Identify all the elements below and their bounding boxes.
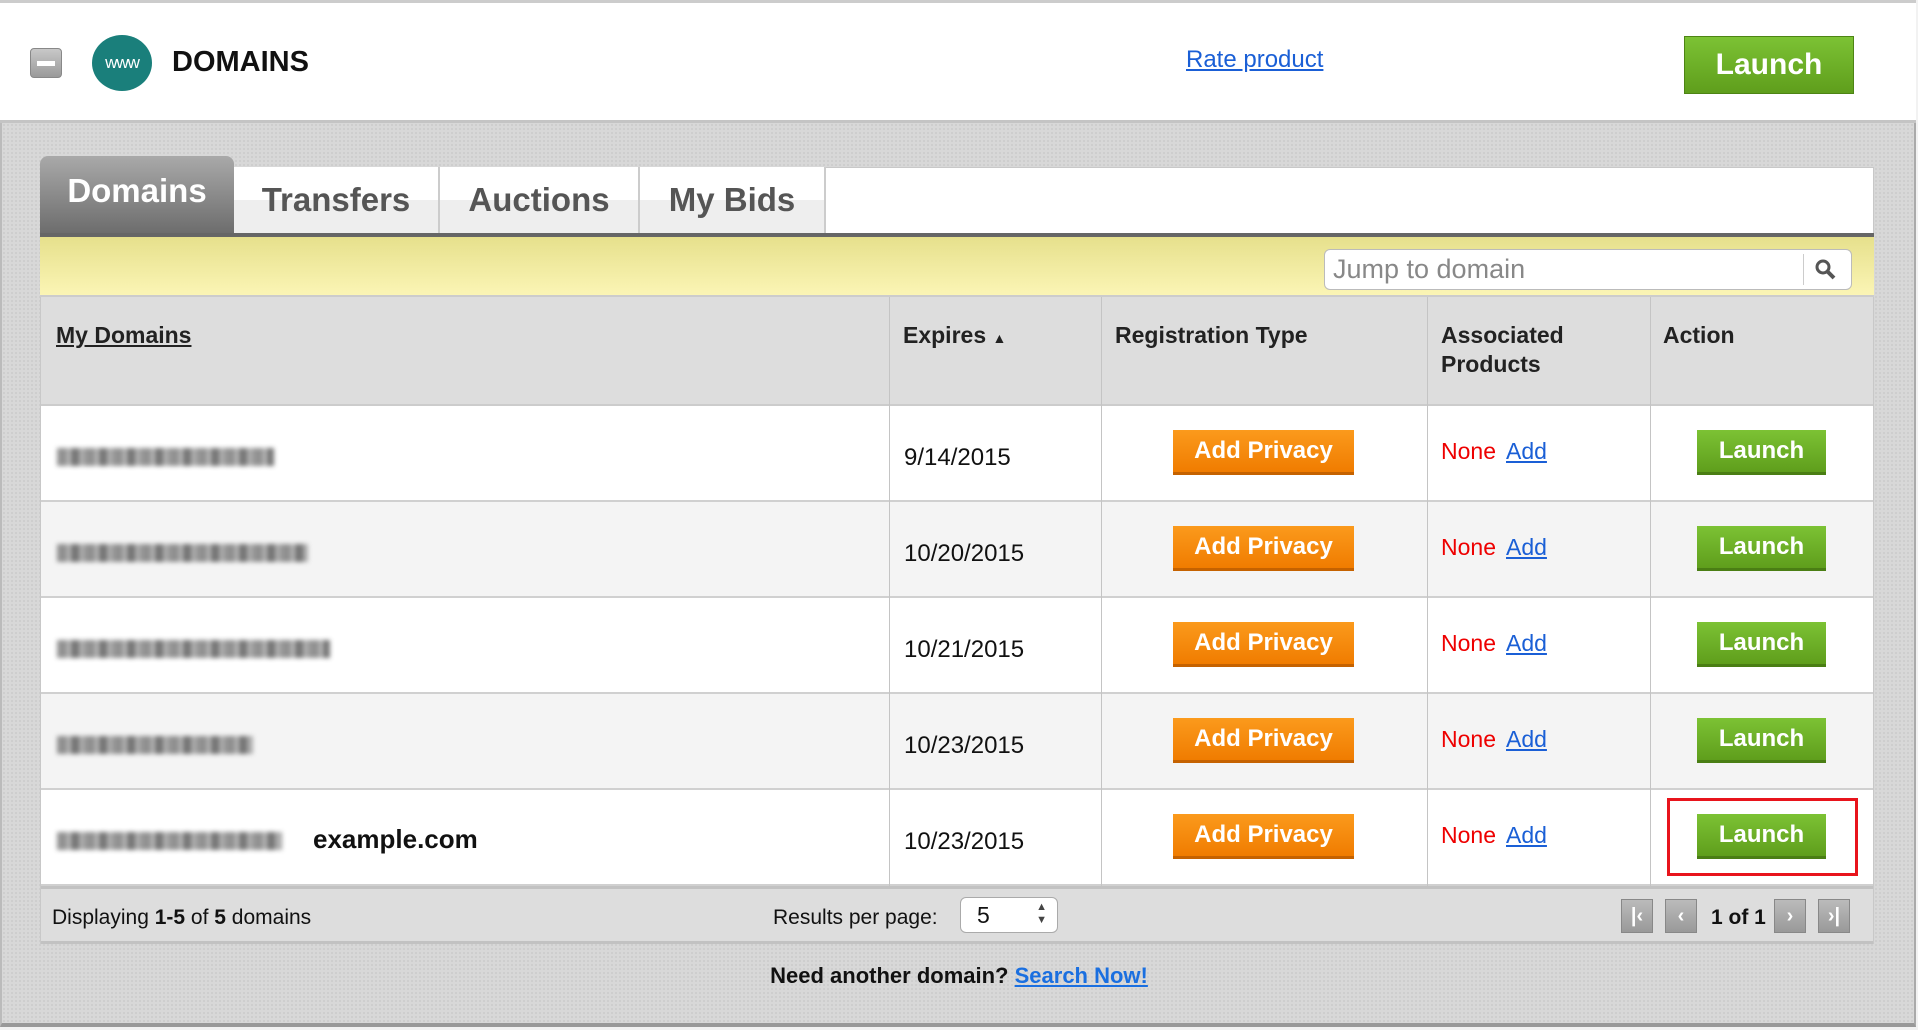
table-row: 10/23/2015 Add Privacy None Add Launch (41, 694, 1873, 790)
column-divider (1427, 297, 1428, 886)
page-info: 1 of 1 (1711, 906, 1766, 929)
first-page-icon[interactable]: |‹ (1621, 899, 1653, 933)
need-another-domain: Need another domain? Search Now! (0, 963, 1918, 989)
results-per-page-label: Results per page: (773, 906, 938, 929)
column-expires-label: Expires (903, 322, 987, 348)
launch-button[interactable]: Launch (1697, 622, 1826, 667)
expires-date: 9/14/2015 (904, 444, 1011, 471)
select-arrows-icon: ▲ ▼ (1036, 901, 1047, 926)
jump-to-domain-input[interactable] (1325, 250, 1795, 289)
column-divider (1101, 297, 1102, 886)
expires-date: 10/23/2015 (904, 828, 1025, 855)
results-per-page-value: 5 (977, 902, 990, 928)
rate-product-link[interactable]: Rate product (1186, 46, 1324, 73)
expires-date: 10/20/2015 (904, 540, 1025, 567)
add-privacy-button[interactable]: Add Privacy (1173, 814, 1354, 859)
search-now-link[interactable]: Search Now! (1014, 963, 1148, 988)
collapse-button[interactable] (30, 48, 62, 78)
launch-button[interactable]: Launch (1697, 430, 1826, 475)
add-product-link[interactable]: Add (1506, 534, 1547, 560)
launch-button[interactable]: Launch (1697, 526, 1826, 571)
header-launch-button[interactable]: Launch (1684, 36, 1854, 94)
column-divider (889, 297, 890, 886)
table-row: 10/21/2015 Add Privacy None Add Launch (41, 598, 1873, 694)
next-page-icon[interactable]: › (1774, 899, 1806, 933)
domain-name[interactable]: example.com (313, 824, 478, 854)
blurred-domain-name (57, 832, 282, 850)
column-action: Action (1663, 322, 1735, 348)
expires-date: 10/21/2015 (904, 636, 1025, 663)
products-none: None (1441, 630, 1496, 656)
add-product-link[interactable]: Add (1506, 438, 1547, 464)
expires-date: 10/23/2015 (904, 732, 1025, 759)
add-product-link[interactable]: Add (1506, 822, 1547, 848)
tab-auctions[interactable]: Auctions (440, 167, 640, 233)
app-header (0, 0, 1916, 123)
table-row: example.com 10/23/2015 Add Privacy None A… (41, 790, 1873, 886)
products-none: None (1441, 726, 1496, 752)
add-privacy-button[interactable]: Add Privacy (1173, 430, 1354, 475)
highlight-box (1667, 798, 1858, 876)
products-none: None (1441, 822, 1496, 848)
launch-button[interactable]: Launch (1697, 718, 1826, 763)
column-my-domains[interactable]: My Domains (56, 322, 192, 348)
displaying-count: Displaying 1-5 of 5 domains (52, 906, 312, 929)
table-row: 10/20/2015 Add Privacy None Add Launch (41, 502, 1873, 598)
blurred-domain-name (57, 448, 274, 466)
column-associated-products: Associated Products (1441, 322, 1564, 377)
column-registration-type: Registration Type (1115, 322, 1308, 348)
last-page-icon[interactable]: ›| (1818, 899, 1850, 933)
table-footer: Displaying 1-5 of 5 domains Results per … (41, 886, 1873, 944)
search-icon[interactable] (1803, 254, 1845, 285)
launch-button[interactable]: Launch (1697, 814, 1826, 859)
table-row: 9/14/2015 Add Privacy None Add Launch (41, 406, 1873, 502)
tab-domains[interactable]: Domains (40, 156, 234, 233)
blurred-domain-name (57, 544, 308, 562)
products-none: None (1441, 534, 1496, 560)
tab-transfers[interactable]: Transfers (234, 167, 440, 233)
table-header: My Domains Expires ▲ Registration Type A… (41, 297, 1873, 406)
page-title: DOMAINS (172, 46, 309, 78)
results-per-page-select[interactable]: 5 ▲ ▼ (960, 897, 1058, 933)
tab-my-bids[interactable]: My Bids (640, 167, 826, 233)
column-expires[interactable]: Expires ▲ (903, 321, 1006, 353)
add-product-link[interactable]: Add (1506, 630, 1547, 656)
prev-page-icon[interactable]: ‹ (1665, 899, 1697, 933)
blurred-domain-name (57, 736, 253, 754)
blurred-domain-name (57, 640, 330, 658)
tab-divider (40, 233, 1874, 237)
add-privacy-button[interactable]: Add Privacy (1173, 526, 1354, 571)
add-product-link[interactable]: Add (1506, 726, 1547, 752)
column-divider (1650, 297, 1651, 886)
jump-to-domain-field[interactable] (1324, 249, 1852, 290)
www-logo-icon: www (92, 35, 152, 91)
products-none: None (1441, 438, 1496, 464)
add-privacy-button[interactable]: Add Privacy (1173, 718, 1354, 763)
add-privacy-button[interactable]: Add Privacy (1173, 622, 1354, 667)
need-domain-text: Need another domain? (770, 963, 1015, 988)
sort-ascending-icon: ▲ (992, 330, 1007, 346)
